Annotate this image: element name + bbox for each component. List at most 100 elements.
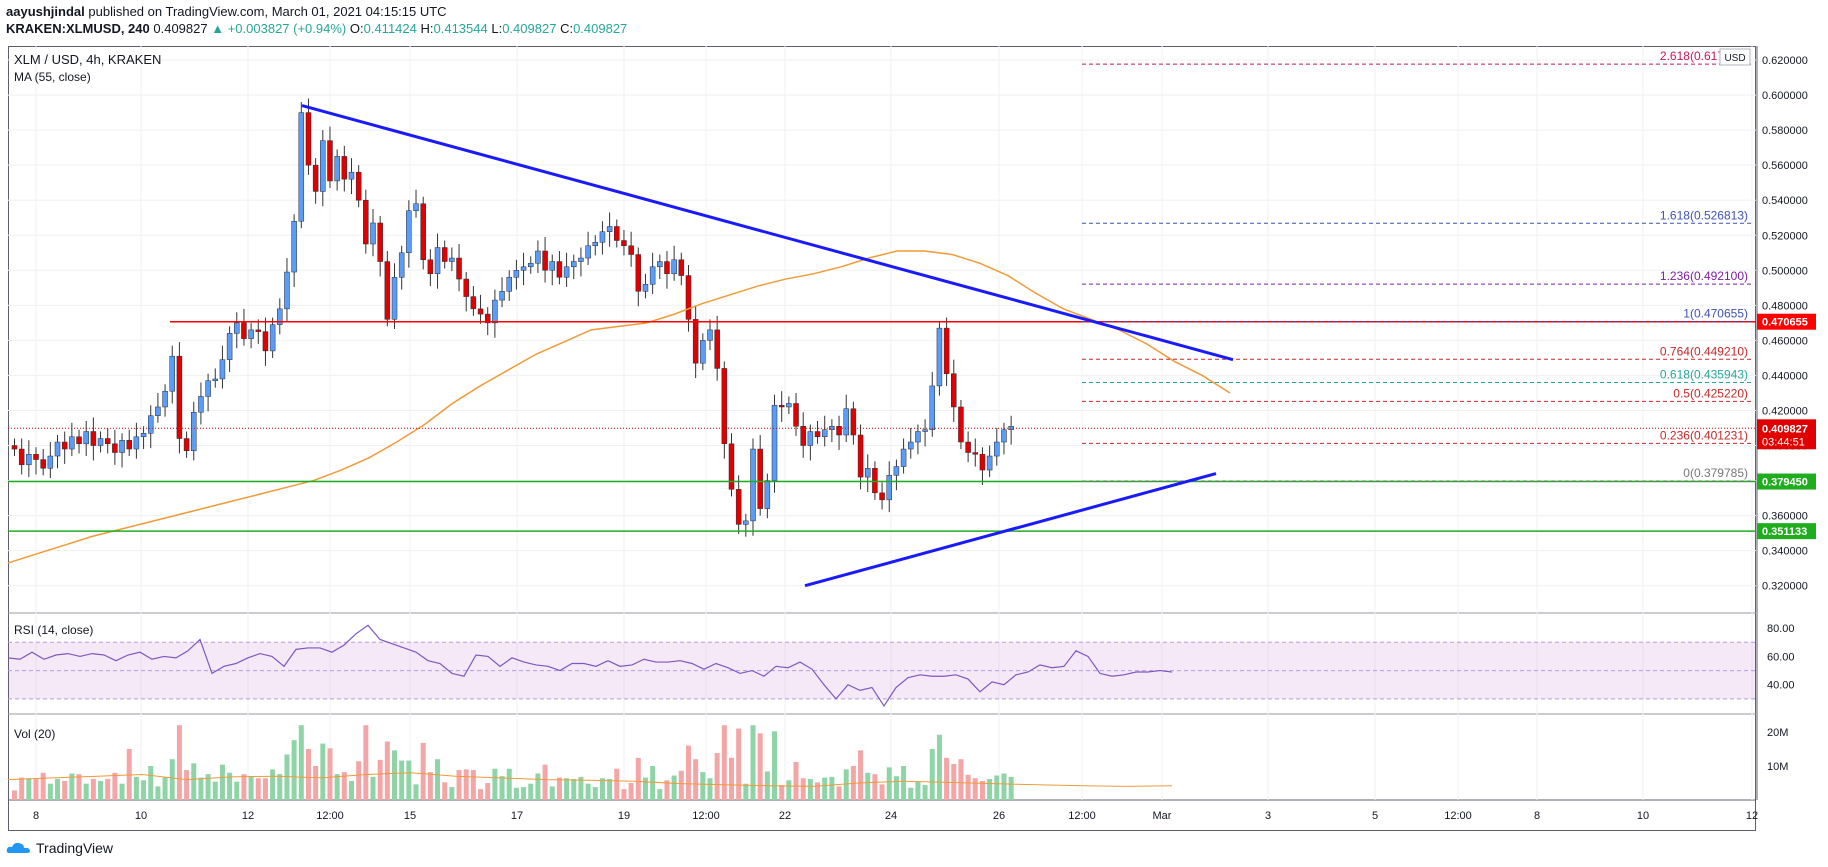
time-tick-label: 5 — [1372, 810, 1378, 822]
price-tick-label: 0.600000 — [1762, 90, 1808, 102]
rsi-tick-label: 80.00 — [1767, 623, 1795, 635]
volume-bar-up — [83, 783, 89, 800]
candle-down — [857, 434, 864, 478]
volume-bar-up — [133, 776, 139, 800]
header-line-1: aayushjindal published on TradingView.co… — [6, 4, 447, 19]
volume-bar-up — [392, 750, 398, 800]
candle-down — [692, 319, 699, 364]
chart-frame — [8, 46, 1756, 831]
candle-up — [994, 441, 1000, 457]
time-tick-label: 17 — [511, 810, 523, 822]
price-axis[interactable]: 0.620000 0.600000 0.580000 0.560000 0.540000… — [1757, 55, 1816, 773]
fib-level-label: 0.5(0.425220) — [1673, 386, 1748, 400]
volume-ma-line — [7, 772, 1173, 787]
volume-bar-down — [965, 774, 971, 800]
header-line-2: KRAKEN:XLMUSD, 240 0.409827 ▲ +0.003827 … — [6, 21, 627, 36]
candle-up — [219, 359, 226, 380]
candle-up — [26, 454, 32, 466]
candle-up — [527, 263, 534, 268]
main-pane[interactable]: 2.618(0.617682)1.618(0.526813)1.236(0.49… — [7, 49, 1756, 588]
candle-down — [341, 156, 348, 180]
price-tick-label: 0.540000 — [1762, 195, 1808, 207]
pane-labels: XLM / USD, 4h, KRAKEN MA (55, close) RSI… — [14, 48, 1751, 741]
tradingview-logo[interactable]: TradingView — [6, 840, 113, 856]
candle-up — [198, 396, 204, 413]
candle-up — [606, 226, 613, 232]
volume-bar-up — [198, 777, 204, 800]
time-tick-label: 12 — [242, 810, 254, 822]
volume-bar-up — [528, 783, 534, 800]
volume-bar-down — [442, 782, 448, 800]
volume-bar-down — [664, 780, 670, 800]
candle-down — [11, 445, 18, 450]
candle-down — [972, 452, 979, 455]
volume-bar-down — [635, 757, 641, 800]
volume-bar-down — [872, 774, 878, 800]
candle-down — [61, 441, 68, 450]
candle-up — [513, 270, 520, 278]
candle-down — [241, 322, 247, 339]
rsi-pane[interactable] — [7, 624, 1756, 708]
volume-bar-up — [284, 754, 290, 800]
price-tick-label: 0.460000 — [1762, 335, 1808, 347]
price-tick-label: 0.580000 — [1762, 125, 1808, 137]
volume-indicator-label[interactable]: Vol (20) — [14, 727, 55, 741]
low-value: 0.409827 — [502, 21, 557, 36]
candle-down — [685, 275, 692, 320]
candle-up — [864, 468, 871, 478]
candle-down — [757, 448, 763, 509]
candle-up — [298, 112, 305, 222]
candle-down — [836, 426, 842, 436]
volume-bar-down — [427, 772, 433, 800]
volume-bar-up — [585, 783, 591, 800]
candle-up — [578, 257, 584, 262]
volume-bar-up — [406, 760, 412, 800]
candle-up — [140, 433, 147, 438]
candle-down — [778, 404, 785, 408]
candle-up — [334, 156, 340, 182]
ma-indicator-label[interactable]: MA (55, close) — [14, 70, 91, 84]
candle-down — [463, 278, 469, 297]
candle-up — [205, 380, 211, 397]
candle-down — [363, 199, 369, 245]
publisher-name[interactable]: aayushjindal — [6, 4, 85, 19]
rsi-indicator-label[interactable]: RSI (14, close) — [14, 623, 93, 637]
candle-down — [721, 368, 728, 445]
fib-level-label: 0.764(0.449210) — [1660, 344, 1748, 358]
candle-down — [104, 438, 111, 445]
volume-bar-up — [650, 766, 656, 800]
volume-bar-down — [685, 745, 691, 800]
candle-up — [922, 429, 928, 432]
candle-up — [492, 299, 498, 324]
candle-down — [176, 355, 183, 439]
price-tick-label: 0.360000 — [1762, 511, 1808, 523]
volume-pane[interactable] — [7, 725, 1173, 800]
candle-up — [1001, 429, 1007, 443]
time-tick-label: 8 — [33, 810, 39, 822]
candle-down — [728, 443, 735, 490]
volume-bar-down — [40, 772, 46, 800]
volume-bar-down — [241, 774, 247, 800]
volume-bar-up — [700, 772, 706, 800]
candle-up — [571, 261, 577, 268]
open-value: 0.411424 — [363, 21, 417, 36]
volume-bar-up — [334, 774, 340, 800]
candle-up — [133, 436, 140, 450]
time-tick-label: 12:00 — [1444, 810, 1472, 822]
volume-bar-down — [176, 725, 182, 800]
time-axis[interactable]: 8 10 12 12:00 15 17 19 12:00 22 24 26 12:00 Mar 3 5 12:… — [33, 810, 1758, 822]
volume-bar-down — [377, 759, 383, 800]
volume-bar-down — [305, 749, 311, 800]
volume-bar-down — [628, 783, 634, 800]
level-price-tag — [1757, 313, 1816, 330]
volume-bar-up — [642, 777, 648, 800]
fib-level-label: 0.236(0.401231) — [1660, 428, 1748, 442]
volume-bar-down — [19, 777, 25, 800]
candle-up — [348, 171, 355, 180]
last-price: 0.409827 — [153, 21, 208, 36]
volume-bar-up — [492, 768, 498, 800]
volume-bar-down — [463, 769, 469, 800]
candle-down — [951, 373, 957, 408]
volume-bar-down — [542, 764, 548, 800]
